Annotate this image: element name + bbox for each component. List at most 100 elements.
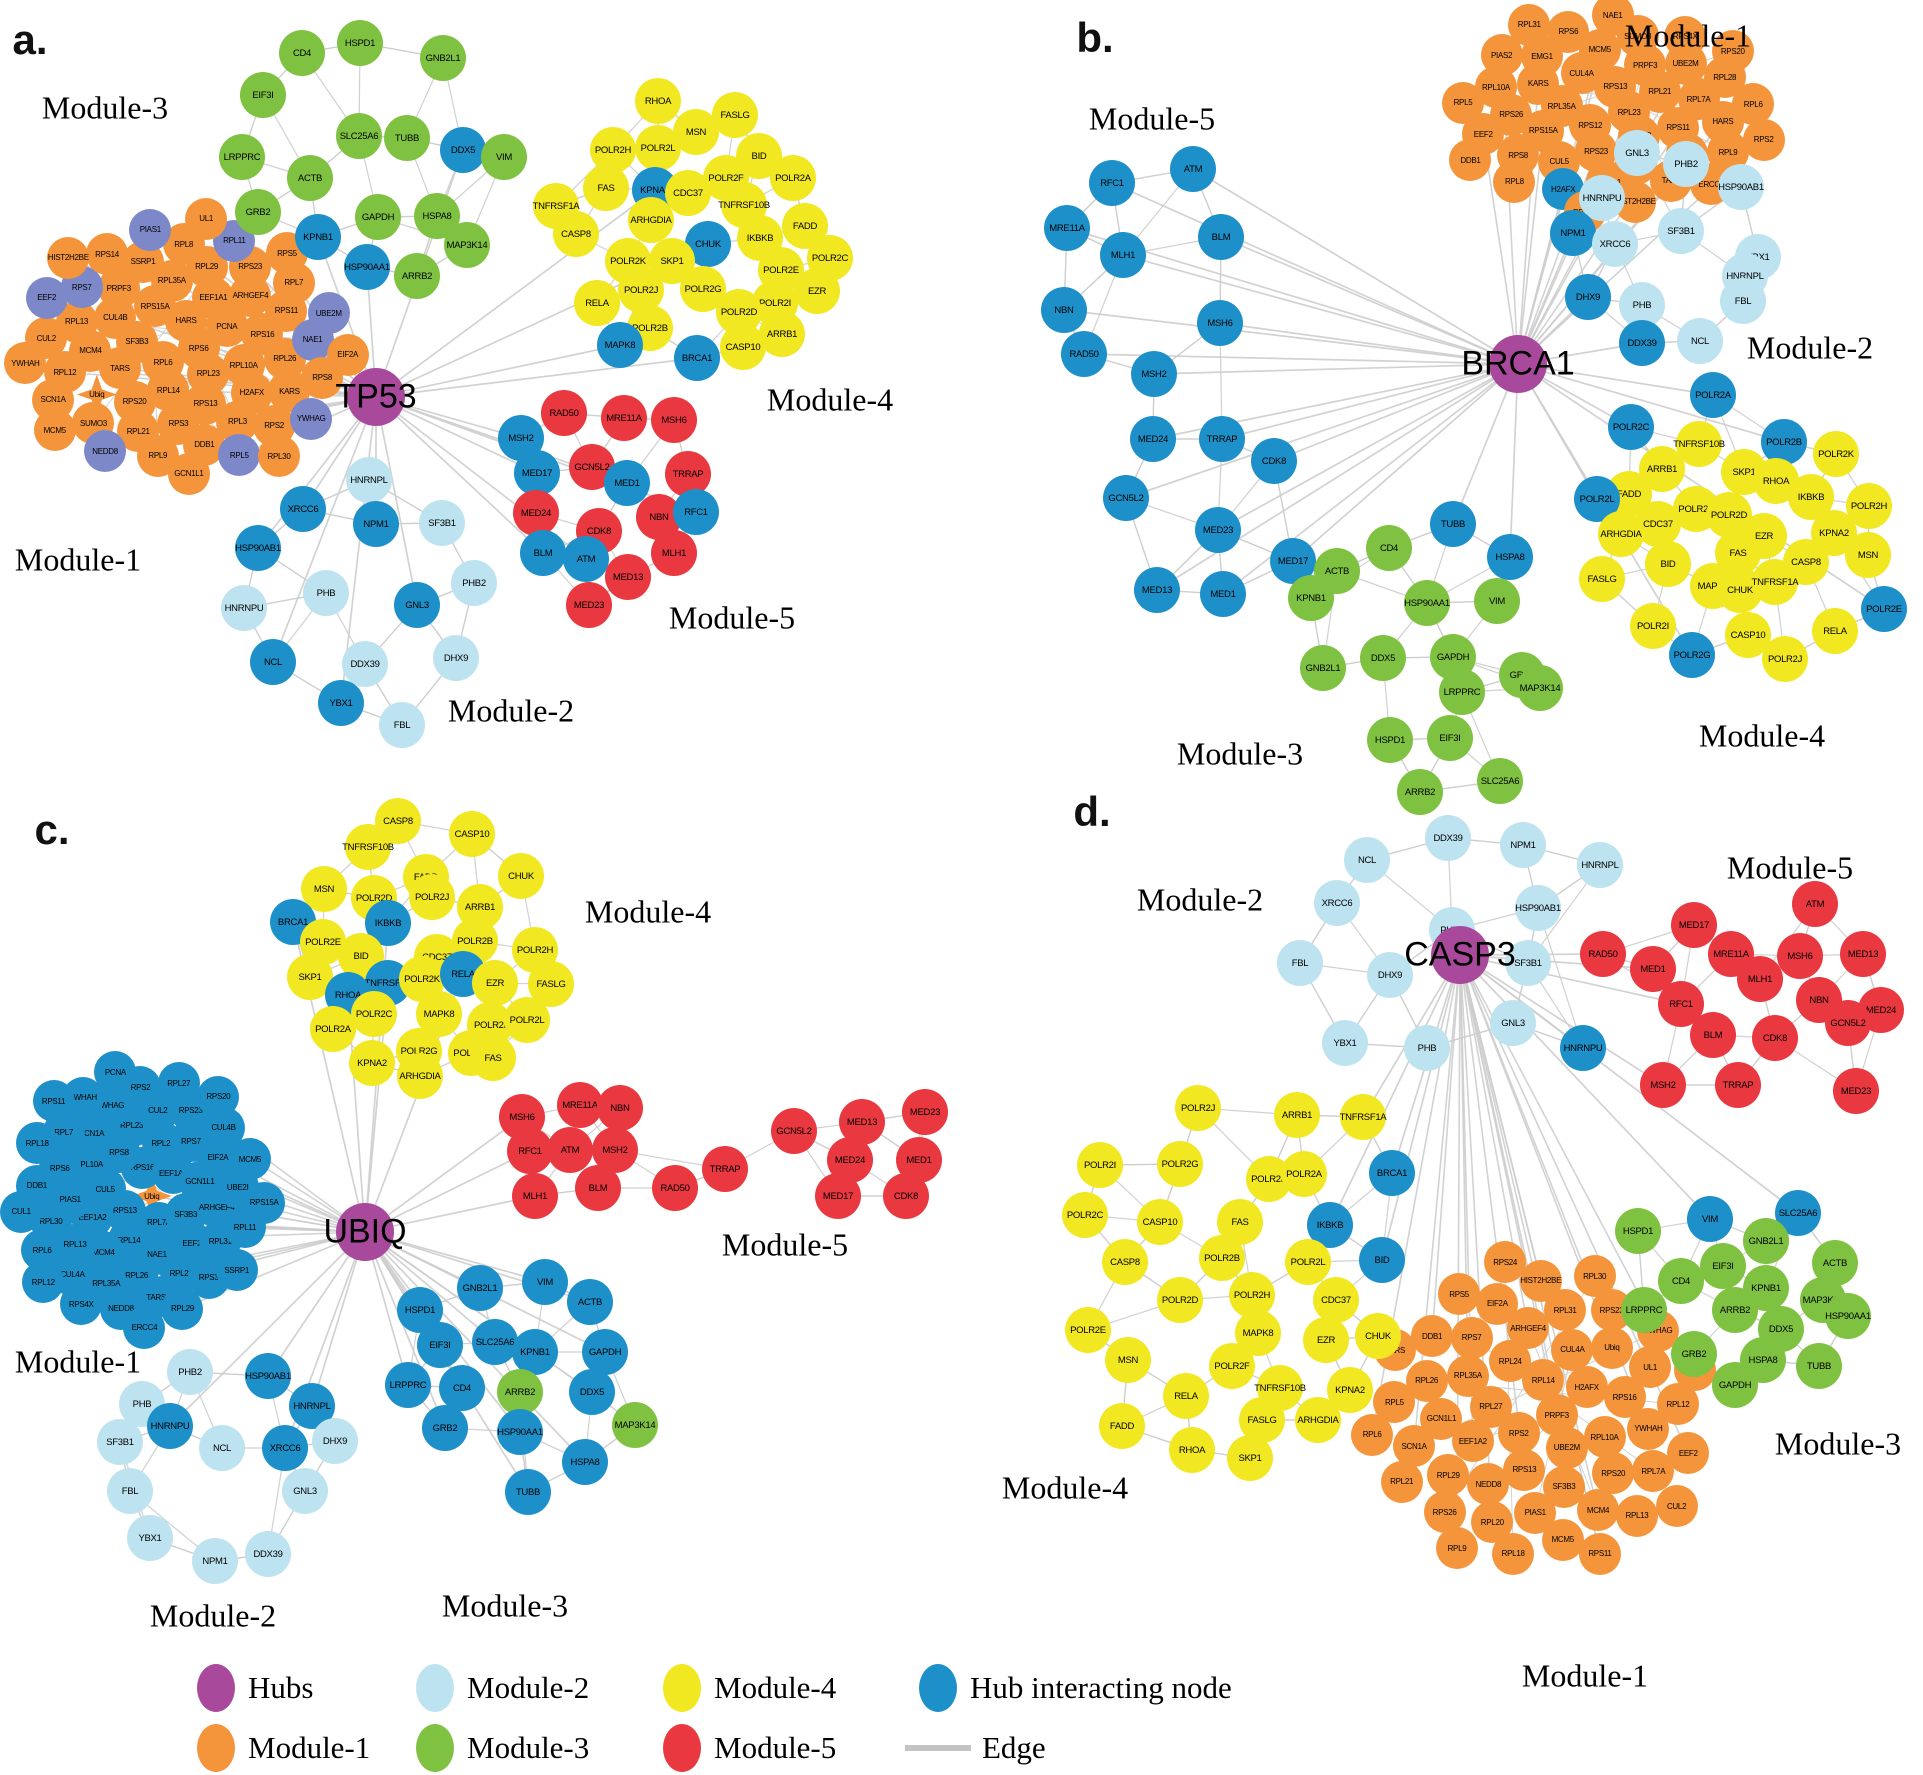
gene-node-blm: BLM	[575, 1165, 621, 1211]
gene-node-kpnb1: KPNB1	[295, 214, 341, 260]
gene-node-ncl: NCL	[250, 639, 296, 685]
gene-node-med13: MED13	[1134, 567, 1180, 613]
gene-node-ddx39: DDX39	[1425, 815, 1471, 861]
gene-node-ncl: NCL	[199, 1425, 245, 1471]
gene-node-rpl29: RPL29	[161, 1287, 204, 1330]
edge	[1221, 363, 1519, 440]
gene-node-med1: MED1	[604, 460, 650, 506]
gene-node-med23: MED23	[1833, 1068, 1879, 1114]
edge	[364, 1231, 446, 1429]
gene-node-eif2a: EIF2A	[326, 333, 369, 376]
gene-node-actb: ACTB	[287, 155, 333, 201]
legend-label-hub: Hubs	[248, 1670, 314, 1705]
gene-node-casp8: CASP8	[553, 211, 599, 257]
gene-node-tnfrsf10b: TNFRSF10B	[342, 824, 394, 870]
gene-node-polr2k: POLR2K	[1813, 431, 1859, 477]
gene-node-rpl13: RPL13	[1615, 1494, 1658, 1537]
gene-node-cd4: CD4	[1658, 1258, 1704, 1304]
gene-node-msh6: MSH6	[1197, 300, 1243, 346]
gene-node-slc25a6: SLC25A6	[1775, 1190, 1821, 1236]
gene-node-atm: ATM	[1170, 146, 1216, 192]
gene-node-nedd8: NEDD8	[1467, 1463, 1510, 1506]
gene-node-ezr: EZR	[1303, 1317, 1349, 1363]
gene-node-rpl6: RPL6	[1351, 1413, 1394, 1456]
gene-node-gnb2l1: GNB2L1	[420, 35, 466, 81]
module-label-module-3: Module-3	[441, 1587, 569, 1624]
module-label-module-1: Module-1	[14, 1343, 142, 1380]
gene-node-fbl: FBL	[107, 1468, 153, 1514]
gene-node-ybx1: YBX1	[318, 680, 364, 726]
gene-node-gapdh: GAPDH	[1712, 1362, 1758, 1408]
gene-node-rpl8: RPL8	[1493, 160, 1536, 203]
edge	[1111, 182, 1519, 365]
hub-label-tp53: TP53	[335, 377, 417, 416]
gene-node-ybx1: YBX1	[127, 1515, 173, 1561]
gene-node-polr2b: POLR2B	[1199, 1235, 1245, 1281]
gene-node-vim: VIM	[481, 134, 527, 180]
gene-node-arrb1: ARRB1	[1639, 446, 1685, 492]
gene-node-rela: RELA	[1163, 1373, 1209, 1419]
gene-node-xrcc6: XRCC6	[1314, 880, 1360, 926]
gene-node-rad50: RAD50	[652, 1165, 698, 1211]
edge	[1517, 363, 1714, 396]
gene-node-ubiq: Ubiq	[1590, 1326, 1633, 1369]
legend-swatch-m1	[197, 1724, 235, 1772]
module-label-module-5: Module-5	[1088, 100, 1216, 137]
legend-swatch-m2	[416, 1664, 454, 1712]
edge	[1192, 168, 1519, 365]
gene-node-eef2: EEF2	[1667, 1432, 1710, 1475]
gene-node-polr2e: POLR2E	[1861, 586, 1907, 632]
hub-node-brca1	[1489, 335, 1547, 393]
gene-node-msh6: MSH6	[1777, 933, 1823, 979]
gene-node-sf3b1: SF3B1	[1505, 940, 1551, 986]
gene-node-rpl12: RPL12	[1656, 1383, 1699, 1426]
gene-node-gnl3: GNL3	[1614, 130, 1660, 176]
gene-node-hsp90ab1: HSP90AB1	[1718, 164, 1764, 210]
gene-node-polr2a: POLR2A	[1281, 1151, 1327, 1197]
gene-node-hsp90aa1: HSP90AA1	[497, 1409, 543, 1455]
gene-node-trrap: TRRAP	[1199, 416, 1245, 462]
gene-node-rpl27: RPL27	[157, 1062, 200, 1105]
gene-node-ddx5: DDX5	[440, 127, 486, 173]
gene-node-mlh1: MLH1	[512, 1173, 558, 1219]
gene-node-ddx39: DDX39	[1619, 320, 1665, 366]
gene-node-hnrnpu: HNRNPU	[221, 585, 267, 631]
gene-node-gcn5l2: GCN5L2	[1825, 1000, 1871, 1046]
gene-node-faslg: FASLG	[1579, 556, 1625, 602]
gene-node-polr2e: POLR2E	[1065, 1307, 1111, 1353]
module-label-module-2: Module-2	[149, 1597, 277, 1634]
gene-node-cdk8: CDK8	[1251, 438, 1297, 484]
gene-node-rps13: RPS13	[1503, 1448, 1546, 1491]
gene-node-rps20: RPS20	[1592, 1452, 1635, 1495]
module-label-module-4: Module-4	[584, 893, 712, 930]
edge	[1329, 954, 1461, 1226]
gene-node-mcm5: MCM5	[228, 1138, 271, 1181]
gene-node-phb2: PHB2	[1663, 141, 1709, 187]
gene-node-trrap: TRRAP	[1715, 1062, 1761, 1108]
gene-node-npm1: NPM1	[192, 1538, 238, 1584]
gene-node-cul4a: CUL4A	[1551, 1328, 1594, 1371]
gene-node-arrb1: ARRB1	[759, 311, 805, 357]
gene-node-nedd8: NEDD8	[84, 430, 127, 473]
gene-node-ezr: EZR	[794, 268, 840, 314]
gene-node-hspd1: HSPD1	[1367, 717, 1413, 763]
gene-node-hsp90aa1: HSP90AA1	[1404, 580, 1450, 626]
gene-node-vim: VIM	[522, 1259, 568, 1305]
gene-node-casp8: CASP8	[375, 798, 421, 844]
panel-letter-c: c.	[34, 806, 70, 853]
edge	[364, 1231, 546, 1283]
gene-node-rpl21: RPL21	[1380, 1460, 1423, 1503]
edge	[364, 1231, 593, 1393]
gene-node-dhx9: DHX9	[1367, 952, 1413, 998]
gene-node-hnrnpl: HNRNPL	[1577, 842, 1623, 888]
gene-node-nbn: NBN	[1041, 287, 1087, 333]
gene-node-gapdh: GAPDH	[355, 194, 401, 240]
edge	[375, 396, 544, 554]
gene-node-hspa8: HSPA8	[562, 1439, 608, 1485]
gene-node-ddx5: DDX5	[1360, 635, 1406, 681]
gene-node-phb: PHB	[303, 570, 349, 616]
gene-node-casp10: CASP10	[449, 811, 495, 857]
gene-node-med23: MED23	[566, 582, 612, 628]
module-label-module-1: Module-1	[1521, 1657, 1649, 1694]
gene-node-rps26: RPS26	[1423, 1491, 1466, 1534]
